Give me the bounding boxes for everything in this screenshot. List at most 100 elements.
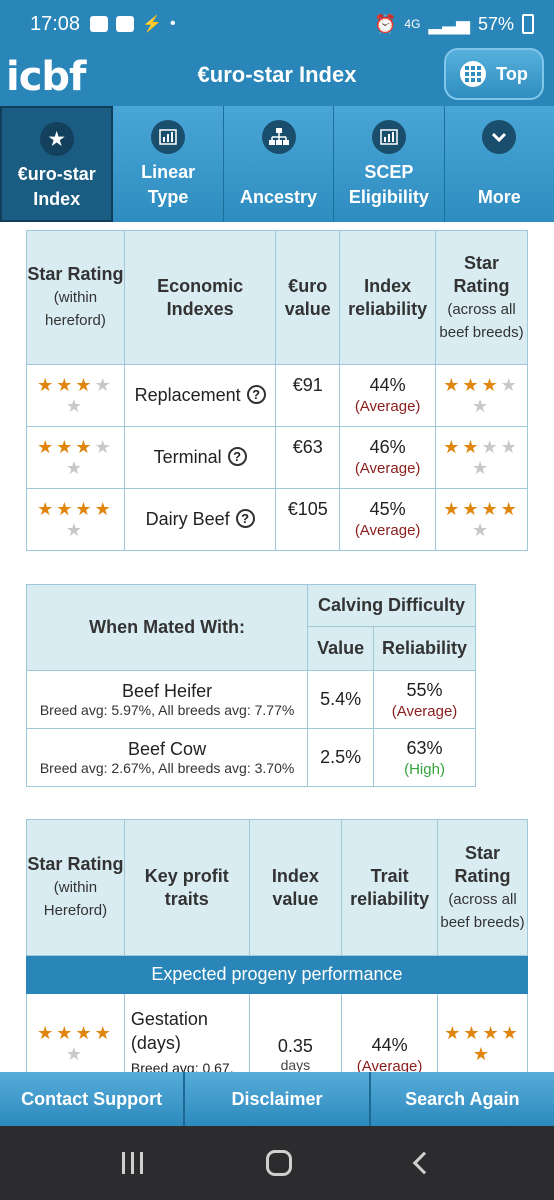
battery-icon: [522, 14, 534, 34]
star-rating: ★★★★ ★: [26, 488, 125, 551]
status-bar: 17:08 ⚡ • ⏰ 4G ▂▃▅ 57%: [0, 0, 554, 48]
star-empty-icon: ★: [94, 437, 114, 457]
table-row: Beef Cow Breed avg: 2.67%, All breeds avg…: [25, 728, 476, 787]
star-filled-icon: ★: [94, 499, 114, 519]
grid-icon: [460, 61, 487, 87]
header-reliability: Reliability: [373, 626, 476, 671]
reliability-cell: 44% (Average): [341, 993, 438, 1072]
header-star-within: Star Rating (within Hereford): [26, 819, 125, 956]
signal-icon: ▂▃▅: [428, 13, 470, 34]
star-filled-icon: ★: [37, 375, 57, 395]
star-empty-icon: ★: [471, 458, 492, 478]
star-filled-icon: ★: [481, 499, 501, 519]
tab-more[interactable]: More: [444, 106, 554, 222]
star-rating: ★★★★ ★: [26, 364, 125, 427]
network-type: 4G: [404, 17, 421, 31]
tab-scep-eligibility[interactable]: SCEP Eligibility: [334, 106, 445, 222]
status-time: 17:08: [30, 12, 81, 35]
star-rating: ★★★★ ★: [26, 426, 125, 489]
star-filled-icon: ★: [94, 1022, 114, 1043]
notification-icons: ⚡ •: [90, 14, 176, 34]
search-again-button[interactable]: Search Again: [370, 1072, 554, 1126]
star-filled-icon: ★: [37, 1022, 57, 1043]
header-star-across: Star Rating (across all beef breeds): [437, 819, 528, 956]
economic-index-table: Star Rating (within hereford) Economic In…: [26, 230, 528, 551]
dot-icon: •: [169, 15, 176, 32]
icbf-logo[interactable]: icbf: [6, 54, 86, 100]
reliability-cell: 44% (Average): [339, 364, 437, 427]
top-button[interactable]: Top: [444, 48, 544, 100]
star-filled-icon: ★: [482, 1022, 502, 1043]
youtube-icon: [90, 16, 109, 32]
star-filled-icon: ★: [472, 1043, 493, 1064]
star-filled-icon: ★: [481, 375, 501, 395]
disclaimer-button[interactable]: Disclaimer: [185, 1072, 371, 1126]
header-euro-value: €uro value: [275, 230, 341, 365]
tab-label: Index: [33, 189, 81, 209]
star-rating: ★★★★ ★: [435, 364, 528, 427]
help-icon[interactable]: ?: [246, 385, 266, 404]
star-filled-icon: ★: [75, 499, 95, 519]
nav-tabs: ★ €uro-star Index Linear Type Ancestry SCE…: [0, 106, 554, 222]
star-filled-icon: ★: [56, 1022, 76, 1043]
header-index-value: Index value: [248, 819, 343, 956]
euro-value: €91: [275, 364, 341, 427]
recent-apps-icon[interactable]: [121, 1152, 143, 1174]
table-header-row: When Mated With: Calving Difficulty: [25, 584, 476, 671]
table-row: ★★★★ ★ Gestation (days) Breed avg: 0.67, 0…: [26, 993, 528, 1072]
tab-ancestry[interactable]: Ancestry: [223, 106, 335, 222]
bar-chart-icon: [371, 120, 406, 154]
star-filled-icon: ★: [37, 437, 57, 457]
reliability-cell: 46% (Average): [339, 426, 437, 489]
star-rating: ★★★★ ★: [435, 488, 528, 551]
contact-support-button[interactable]: Contact Support: [0, 1072, 186, 1126]
calving-value: 5.4%: [307, 670, 375, 729]
star-filled-icon: ★: [462, 499, 482, 519]
help-icon[interactable]: ?: [235, 509, 255, 528]
gallery-icon: [116, 16, 135, 32]
star-rating: ★★★★ ★: [26, 993, 125, 1072]
tab-eurostar-index[interactable]: ★ €uro-star Index: [0, 106, 114, 222]
bottom-action-bar: Contact Support Disclaimer Search Again: [0, 1072, 554, 1126]
table-row: Beef Heifer Breed avg: 5.97%, All breeds …: [25, 670, 476, 729]
back-icon[interactable]: [412, 1151, 436, 1175]
star-filled-icon: ★: [501, 1022, 521, 1043]
star-filled-icon: ★: [75, 375, 95, 395]
star-filled-icon: ★: [443, 375, 463, 395]
star-empty-icon: ★: [471, 396, 492, 416]
header-value: Value: [307, 626, 375, 671]
chevron-down-icon: [482, 120, 517, 154]
star-filled-icon: ★: [75, 437, 95, 457]
star-filled-icon: ★: [56, 499, 76, 519]
reliability-cell: 55% (Average): [373, 670, 476, 729]
table-row: ★★★★ ★ Dairy Beef? €105 45% (Average) ★★★★…: [26, 488, 528, 551]
help-icon[interactable]: ?: [227, 447, 247, 466]
wifi-calling-icon: ⚡: [142, 16, 162, 33]
tab-label: Linear: [141, 162, 196, 182]
reliability-cell: 45% (Average): [339, 488, 437, 551]
star-empty-icon: ★: [500, 437, 520, 457]
header-index-reliability: Index reliability: [339, 230, 437, 365]
table-header-row: Star Rating (within Hereford) Key profit …: [26, 819, 528, 956]
tree-icon: [261, 120, 296, 154]
table-row: ★★★★ ★ Replacement? €91 44% (Average) ★★★★…: [26, 364, 528, 427]
home-icon[interactable]: [266, 1150, 293, 1176]
star-filled-icon: ★: [56, 437, 76, 457]
alarm-icon: ⏰: [374, 13, 397, 34]
content-area[interactable]: Star Rating (within hereford) Economic In…: [0, 222, 554, 1072]
tab-label: Ancestry: [239, 187, 318, 207]
tab-linear-type[interactable]: Linear Type: [113, 106, 224, 222]
star-filled-icon: ★: [37, 499, 57, 519]
index-name: Terminal?: [123, 426, 277, 489]
table-header-row: Value Reliability: [27, 626, 476, 671]
header-calving-difficulty: Calving Difficulty: [307, 584, 476, 627]
index-value-cell: 0.35 days: [248, 993, 343, 1072]
star-empty-icon: ★: [65, 1043, 85, 1064]
tab-label: Eligibility: [348, 187, 429, 207]
star-filled-icon: ★: [462, 437, 482, 457]
star-empty-icon: ★: [65, 520, 85, 540]
star-filled-icon: ★: [443, 499, 463, 519]
star-filled-icon: ★: [56, 375, 76, 395]
system-nav-bar: [0, 1126, 554, 1200]
index-name: Dairy Beef?: [123, 488, 277, 551]
